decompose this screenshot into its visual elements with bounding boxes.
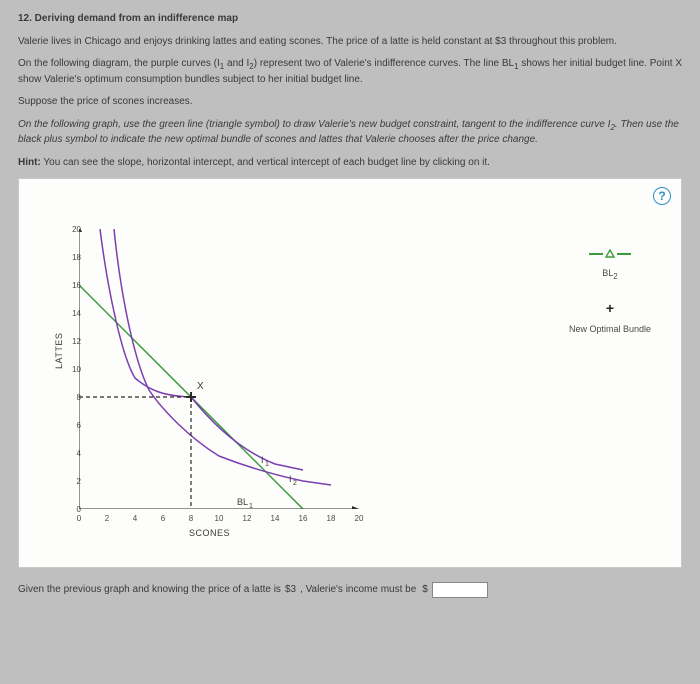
- graph-panel: ? LATTES SCONES BL1 I1 I2 X 024681012141…: [18, 178, 682, 568]
- currency-symbol: $: [422, 583, 428, 598]
- income-input[interactable]: [432, 582, 488, 598]
- chart-svg[interactable]: BL1 I1 I2 X: [79, 229, 359, 509]
- hint-text: You can see the slope, horizontal interc…: [41, 157, 490, 168]
- hint: Hint: You can see the slope, horizontal …: [18, 156, 682, 171]
- legend-bl2-label: BL2: [602, 267, 617, 282]
- income-price: $3: [285, 583, 296, 598]
- paragraph-instructions: On the following graph, use the green li…: [18, 118, 682, 148]
- paragraph-suppose: Suppose the price of scones increases.: [18, 95, 682, 110]
- paragraph-intro: Valerie lives in Chicago and enjoys drin…: [18, 35, 682, 50]
- legend-new-optimal[interactable]: + New Optimal Bundle: [569, 301, 651, 336]
- indifference-curve-i1: [100, 229, 303, 470]
- svg-text:1: 1: [249, 503, 253, 509]
- indifference-curve-i2: [114, 229, 331, 485]
- legend-bl2[interactable]: BL2: [569, 249, 651, 282]
- x-axis-label: SCONES: [189, 527, 230, 540]
- svg-text:I: I: [261, 455, 264, 465]
- p1a: Valerie lives in Chicago and enjoys drin…: [18, 36, 495, 47]
- help-icon[interactable]: ?: [653, 187, 671, 205]
- svg-text:1: 1: [265, 461, 269, 468]
- svg-text:X: X: [197, 381, 204, 392]
- income-text-b: , Valerie's income must be: [300, 583, 416, 598]
- svg-text:I: I: [289, 474, 292, 484]
- triangle-icon: [589, 249, 631, 259]
- question-title: 12. Deriving demand from an indifference…: [18, 12, 682, 27]
- legend: BL2 + New Optimal Bundle: [569, 249, 651, 353]
- p2b: and I: [224, 58, 249, 69]
- p2a: On the following diagram, the purple cur…: [18, 58, 220, 69]
- paragraph-curves: On the following diagram, the purple cur…: [18, 57, 682, 87]
- p4a: On the following graph, use the green li…: [18, 119, 610, 130]
- svg-text:BL: BL: [237, 497, 248, 507]
- income-text-a: Given the previous graph and knowing the…: [18, 583, 281, 598]
- p2c: ) represent two of Valerie's indifferenc…: [254, 58, 514, 69]
- legend-nob-label: New Optimal Bundle: [569, 323, 651, 336]
- p1b: throughout this problem.: [506, 36, 617, 47]
- income-question: Given the previous graph and knowing the…: [18, 582, 682, 598]
- price-latte: $3: [495, 36, 506, 47]
- svg-text:2: 2: [293, 480, 297, 487]
- hint-label: Hint:: [18, 157, 41, 168]
- plus-icon: +: [606, 301, 614, 315]
